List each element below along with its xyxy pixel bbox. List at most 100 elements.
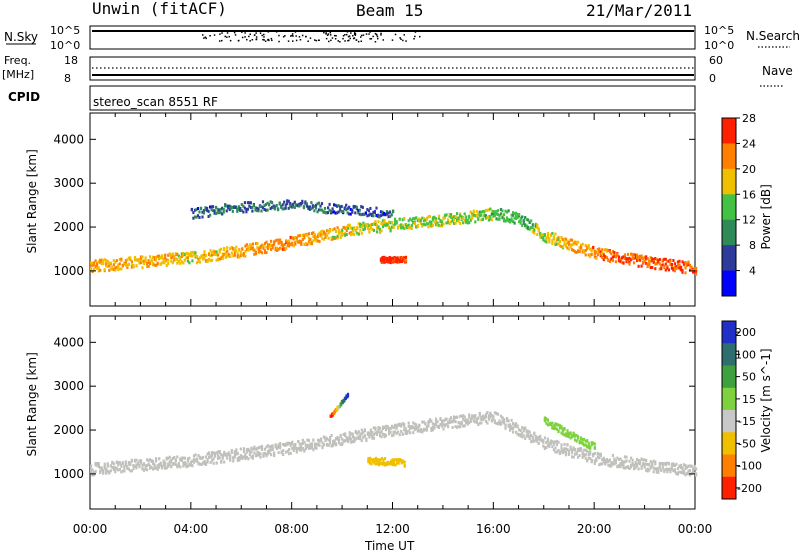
data-cell (383, 220, 386, 224)
data-cell (370, 462, 373, 466)
data-cell (466, 221, 469, 225)
data-cell (391, 225, 394, 229)
data-cell (255, 206, 259, 210)
data-cell (646, 265, 649, 269)
data-cell (457, 219, 460, 223)
data-cell (270, 248, 273, 251)
data-cell (244, 250, 247, 253)
data-cell (368, 461, 371, 465)
data-cell (386, 223, 389, 227)
data-cell (369, 433, 372, 437)
data-cell (545, 441, 548, 445)
data-cell (578, 246, 581, 249)
data-cell (185, 462, 188, 466)
data-cell (483, 214, 486, 218)
data-cell (687, 260, 690, 264)
data-cell (253, 445, 256, 449)
data-cell (409, 226, 412, 230)
data-cell (211, 258, 214, 262)
data-cell (322, 237, 326, 241)
data-cell (197, 454, 200, 457)
data-cell (256, 246, 259, 250)
data-cell (257, 207, 260, 211)
data-cell (630, 258, 633, 262)
data-cell (645, 261, 648, 265)
nsky-sample (305, 35, 307, 38)
data-cell (216, 211, 219, 215)
data-cell (155, 466, 158, 470)
data-cell (350, 432, 353, 436)
data-cell (325, 443, 329, 447)
data-cell (271, 246, 274, 250)
data-cell (486, 215, 489, 219)
data-cell (176, 261, 179, 265)
data-cell (586, 449, 589, 453)
data-cell (468, 216, 471, 219)
data-cell (654, 257, 657, 260)
data-cell (280, 205, 283, 208)
data-cell (341, 233, 344, 237)
data-cell (595, 256, 598, 260)
x-axis-label: Time UT (364, 539, 415, 553)
data-cell (232, 456, 235, 460)
data-cell (262, 244, 265, 248)
data-cell (564, 453, 568, 457)
data-cell (409, 427, 412, 431)
data-cell (643, 255, 646, 259)
data-cell (404, 427, 407, 431)
data-cell (347, 440, 350, 444)
data-cell (198, 216, 201, 219)
data-cell (589, 450, 592, 454)
data-cell (540, 233, 543, 237)
data-cell (548, 237, 551, 241)
nsky-sample (248, 35, 250, 38)
data-cell (685, 264, 689, 267)
data-cell (651, 257, 654, 261)
data-cell (195, 215, 198, 219)
colorbar-swatch (722, 476, 736, 500)
data-cell (368, 456, 371, 460)
data-cell (127, 461, 130, 464)
data-cell (397, 430, 400, 434)
data-cell (436, 420, 439, 424)
data-cell (623, 257, 627, 261)
data-cell (605, 458, 608, 461)
data-cell (139, 261, 143, 265)
data-cell (109, 469, 112, 473)
data-cell (552, 235, 555, 239)
data-cell (478, 411, 481, 415)
data-cell (528, 227, 531, 231)
data-cell (255, 209, 259, 213)
data-cell (206, 259, 209, 263)
data-cell (554, 423, 557, 427)
data-cell (587, 446, 590, 450)
nsky-sample (205, 37, 207, 40)
data-cell (319, 230, 323, 234)
data-cell (111, 460, 114, 464)
data-cell (248, 247, 251, 251)
data-cell (522, 221, 525, 225)
data-cell (201, 210, 204, 214)
data-cell (186, 457, 189, 461)
data-cell (191, 459, 194, 463)
data-cell (105, 471, 108, 475)
data-cell (167, 258, 170, 262)
data-cell (642, 257, 645, 261)
data-cell (549, 233, 552, 237)
data-cell (628, 262, 631, 266)
data-cell (484, 413, 487, 417)
data-cell (539, 438, 542, 442)
data-cell (614, 460, 617, 464)
data-cell (581, 452, 584, 456)
data-cell (91, 263, 94, 267)
data-cell (219, 207, 222, 211)
data-cell (371, 223, 374, 226)
data-cell (357, 437, 360, 440)
data-cell (397, 423, 400, 427)
data-cell (605, 460, 608, 464)
data-cell (546, 443, 549, 447)
data-cell (456, 216, 459, 220)
data-cell (322, 443, 326, 447)
data-cell (329, 441, 332, 445)
data-cell (212, 451, 215, 455)
